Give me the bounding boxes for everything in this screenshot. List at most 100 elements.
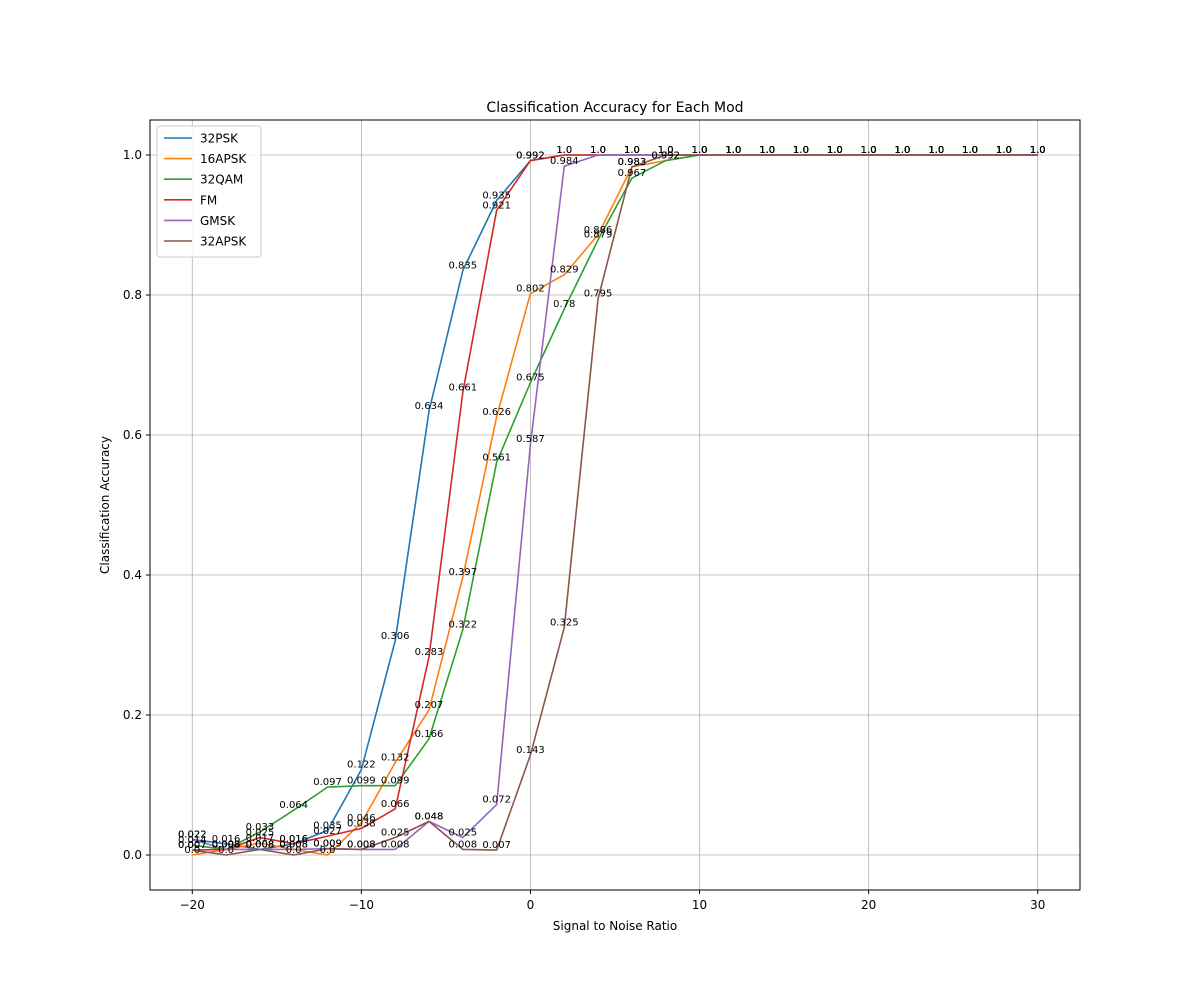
data-label: 1.0 [692, 145, 708, 156]
data-label: 0.78 [553, 299, 575, 310]
series-line-32apsk [192, 154, 1038, 856]
data-label: 0.008 [347, 839, 376, 850]
y-tick-label: 0.0 [123, 848, 142, 862]
data-label: 0.035 [313, 821, 342, 832]
data-label: 0.022 [178, 830, 207, 841]
data-label: 0.983 [618, 157, 647, 168]
data-label: 1.0 [962, 145, 978, 156]
data-label: 0.008 [246, 839, 275, 850]
data-label: 0.046 [347, 813, 376, 824]
data-label: 1.0 [692, 145, 708, 156]
data-label: 0.008 [212, 839, 241, 850]
data-label: 0.675 [516, 373, 545, 384]
data-label: 0.007 [178, 840, 207, 851]
data-label: 0.207 [415, 700, 444, 711]
data-label-layer: 0.022 0.0160.0080.0160.0350.1220.3060.634… [178, 145, 1046, 856]
data-label: 0.967 [618, 168, 647, 179]
tick-layer: −20 −10 0 10 20 30 0.0 0.2 0.4 0.6 0.8 1.0 [123, 148, 1045, 912]
y-tick-label: 1.0 [123, 148, 142, 162]
data-label: 1.0 [928, 145, 944, 156]
data-label: 1.0 [861, 145, 877, 156]
series-layer [192, 154, 1038, 856]
data-label: 1.0 [725, 145, 741, 156]
data-label: 1.0 [928, 145, 944, 156]
data-label: 1.0 [895, 145, 911, 156]
x-tick-label: 10 [692, 898, 707, 912]
data-label: 1.0 [827, 145, 843, 156]
data-label: 0.014 [178, 835, 207, 846]
data-label: 1.0 [725, 145, 741, 156]
data-label: 1.0 [1030, 145, 1046, 156]
data-label: 0.025 [381, 828, 410, 839]
data-label: 1.0 [1030, 145, 1046, 156]
data-label: 1.0 [1030, 145, 1046, 156]
data-label: 0.017 [246, 833, 275, 844]
data-label: 0.0 [320, 845, 336, 856]
data-label: 1.0 [590, 145, 606, 156]
data-label: 1.0 [692, 145, 708, 156]
data-label: 0.661 [448, 382, 477, 393]
x-tick-label: −20 [180, 898, 205, 912]
data-label: 1.0 [759, 145, 775, 156]
data-label: 1.0 [759, 145, 775, 156]
data-label: 1.0 [725, 145, 741, 156]
data-label: 0.626 [482, 407, 511, 418]
data-label: 0.008 [212, 839, 241, 850]
data-label: 0.099 [381, 776, 410, 787]
data-label: 1.0 [1030, 145, 1046, 156]
data-label: 1.0 [861, 145, 877, 156]
data-label: 1.0 [793, 145, 809, 156]
data-label: 1.0 [658, 145, 674, 156]
data-label: 1.0 [556, 145, 572, 156]
data-label: 0.008 [279, 839, 308, 850]
data-label: 1.0 [692, 145, 708, 156]
data-label: 0.016 [279, 834, 308, 845]
data-label: 0.587 [516, 434, 545, 445]
data-label: 1.0 [861, 145, 877, 156]
data-label: 0.879 [584, 230, 613, 241]
data-label: 1.0 [996, 145, 1012, 156]
data-label: 1.0 [1030, 145, 1046, 156]
data-label: 0.025 [448, 828, 477, 839]
y-tick-label: 0.2 [123, 708, 142, 722]
grid-layer [150, 120, 1080, 890]
legend-label: 32QAM [200, 173, 243, 187]
data-label: 1.0 [996, 145, 1012, 156]
data-label: 1.0 [725, 145, 741, 156]
data-label: 1.0 [962, 145, 978, 156]
data-label: 1.0 [928, 145, 944, 156]
data-label: 1.0 [624, 145, 640, 156]
data-label: 1.0 [996, 145, 1012, 156]
data-label: 1.0 [861, 145, 877, 156]
data-label: 1.0 [658, 145, 674, 156]
data-label: 0.306 [381, 631, 410, 642]
data-label: 1.0 [556, 145, 572, 156]
data-label: 0.008 [246, 839, 275, 850]
y-tick-label: 0.4 [123, 568, 142, 582]
data-label: 0.835 [448, 261, 477, 272]
data-label: 1.0 [793, 145, 809, 156]
data-label: 0.984 [550, 156, 579, 167]
data-label: 0.009 [313, 839, 342, 850]
data-label: 0.008 [279, 839, 308, 850]
data-label: 1.0 [759, 145, 775, 156]
data-label: 1.0 [759, 145, 775, 156]
data-label: 0.886 [584, 225, 613, 236]
data-label: 0.325 [550, 618, 579, 629]
data-label: 0.122 [347, 760, 376, 771]
data-label: 1.0 [928, 145, 944, 156]
data-label: 1.0 [996, 145, 1012, 156]
data-label: 0.022 [178, 830, 207, 841]
data-label: 0.0 [184, 845, 200, 856]
data-label: 0.008 [381, 839, 410, 850]
data-label: 0.921 [482, 200, 511, 211]
data-label: 1.0 [793, 145, 809, 156]
data-label: 0.634 [415, 401, 444, 412]
data-label: 0.008 [246, 839, 275, 850]
data-label: 1.0 [962, 145, 978, 156]
x-tick-label: 30 [1030, 898, 1045, 912]
data-label: 1.0 [895, 145, 911, 156]
data-label: 0.992 [516, 151, 545, 162]
data-label: 0.099 [347, 776, 376, 787]
